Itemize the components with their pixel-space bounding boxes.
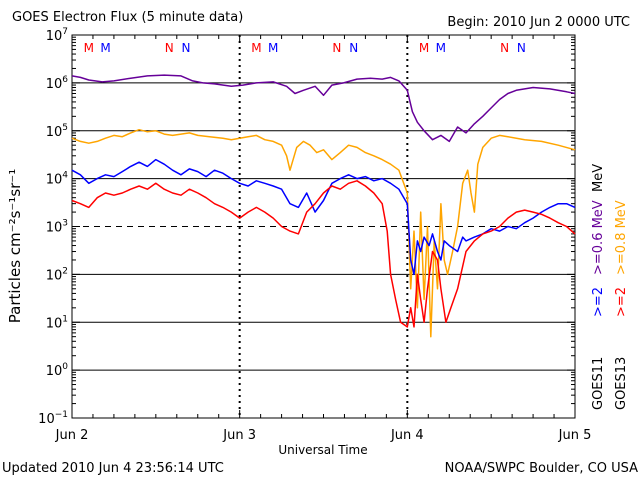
series-line-3 — [71, 180, 576, 328]
x-tick-label-0: Jun 2 — [55, 428, 89, 443]
marker-m-9: M — [436, 41, 446, 55]
grid-lines — [72, 35, 575, 418]
y-tick-label-0: 10−1 — [38, 410, 68, 427]
legend-e08: >=0.8 MeV — [614, 200, 629, 275]
y-tick-label-7: 106 — [46, 75, 69, 92]
series-line-1 — [71, 128, 576, 338]
legend-goes11: GOES11 — [591, 357, 606, 410]
y-tick-label-2: 101 — [46, 314, 68, 331]
marker-m-8: M — [419, 41, 429, 55]
axis-ticks — [71, 35, 576, 419]
marker-n-10: N — [500, 41, 509, 55]
y-tick-label-3: 102 — [46, 266, 68, 283]
legend: GOES11 GOES13 >=2 >=2 >=0.6 MeV >=0.8 Me… — [591, 164, 629, 410]
y-tick-label-8: 107 — [46, 27, 68, 44]
y-tick-label-1: 100 — [46, 362, 69, 379]
series-group — [71, 74, 576, 338]
marker-m-1: M — [100, 41, 110, 55]
series-line-0 — [71, 74, 576, 143]
marker-n-2: N — [165, 41, 174, 55]
credit: NOAA/SWPC Boulder, CO USA — [444, 461, 638, 476]
legend-e2-goes11: >=2 — [591, 287, 606, 317]
legend-goes13: GOES13 — [614, 357, 629, 410]
marker-m-5: M — [268, 41, 278, 55]
updated-timestamp: Updated 2010 Jun 4 23:56:14 UTC — [2, 461, 224, 476]
marker-n-6: N — [332, 41, 341, 55]
legend-e06: >=0.6 MeV — [591, 200, 606, 275]
legend-mev: MeV — [591, 164, 606, 192]
marker-n-7: N — [349, 41, 358, 55]
y-tick-label-6: 105 — [46, 123, 68, 140]
x-tick-label-2: Jun 4 — [390, 428, 424, 443]
series-line-2 — [71, 158, 576, 276]
x-tick-label-1: Jun 3 — [222, 428, 256, 443]
legend-e2-goes13: >=2 — [614, 287, 629, 317]
marker-m-0: M — [84, 41, 94, 55]
x-tick-labels: Jun 2 Jun 3 Jun 4 Jun 5 — [55, 428, 592, 443]
x-tick-label-3: Jun 5 — [558, 428, 592, 443]
x-axis-label: Universal Time — [278, 443, 367, 457]
chart-title: GOES Electron Flux (5 minute data) — [12, 10, 244, 25]
begin-date: Begin: 2010 Jun 2 0000 UTC — [447, 15, 630, 30]
marker-n-11: N — [517, 41, 526, 55]
y-axis-label: Particles cm⁻²s⁻¹sr⁻¹ — [6, 169, 24, 323]
marker-n-3: N — [182, 41, 191, 55]
y-tick-label-4: 103 — [46, 219, 68, 236]
y-tick-labels: 10−1 100 101 102 103 104 105 106 107 — [38, 27, 68, 427]
marker-m-4: M — [251, 41, 261, 55]
y-tick-label-5: 104 — [46, 171, 69, 188]
